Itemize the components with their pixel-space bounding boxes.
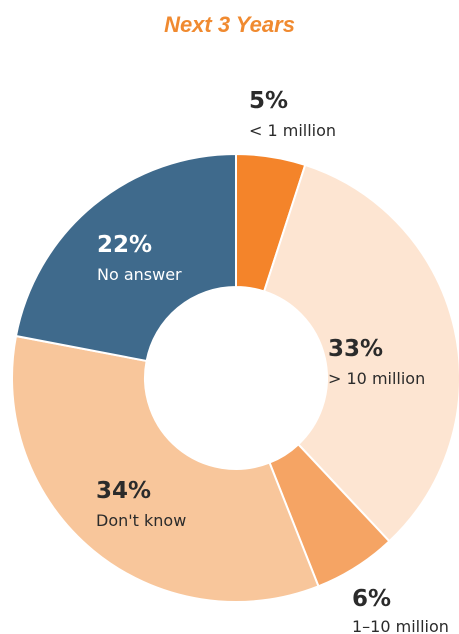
slice-category-label-1: < 1 million [249,121,336,140]
pie-slice-5 [14,152,237,363]
pie-slice-2 [262,163,459,543]
slice-category-label-5: No answer [97,265,182,284]
slice-category-label-4: Don't know [96,511,186,530]
slice-category-label-2: > 10 million [328,369,425,388]
slice-value-label-2: 33% [328,336,383,362]
slice-category-label-3: 1–10 million [352,617,449,634]
slice-value-label-3: 6% [352,586,391,612]
slice-value-label-5: 22% [97,232,152,258]
slice-value-label-1: 5% [249,88,288,114]
chart-title: Next 3 Years [164,12,295,37]
pie-slice-4 [11,334,320,603]
slice-value-label-4: 34% [96,478,151,504]
